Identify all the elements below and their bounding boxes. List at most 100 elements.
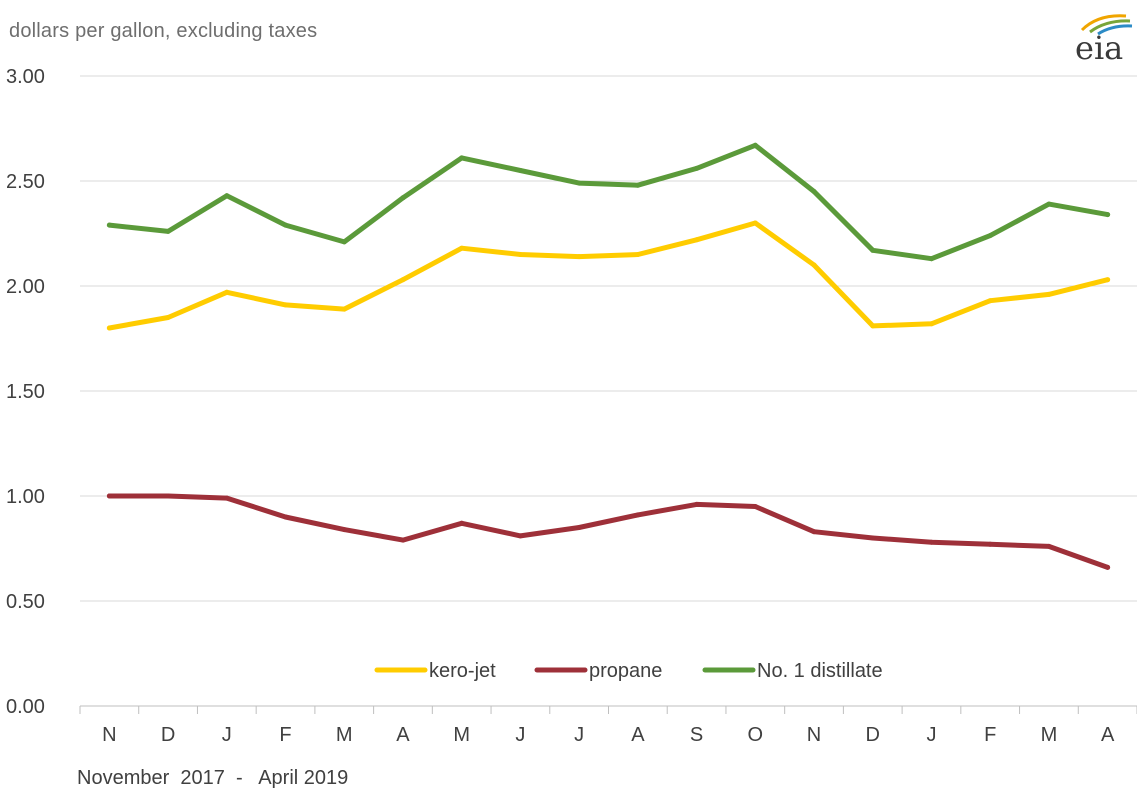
x-tick-label: A <box>631 724 645 746</box>
series-lines <box>106 142 1111 570</box>
data-point-propane <box>283 514 289 520</box>
y-axis-tick-labels: 0.00 0.50 1.00 1.50 2.00 2.50 3.00 <box>6 66 45 718</box>
data-point-kero-jet <box>106 325 112 331</box>
data-point-propane <box>811 529 817 535</box>
data-point-no-1-distillate <box>576 180 582 186</box>
x-axis <box>79 705 1137 714</box>
data-point-propane <box>694 501 700 507</box>
logo-arc-green <box>1089 19 1131 34</box>
series-propane <box>106 493 1111 570</box>
logo-arc-blue <box>1097 24 1133 36</box>
x-tick-label: M <box>453 724 470 746</box>
data-point-propane <box>576 525 582 530</box>
x-tick-label: N <box>102 724 116 746</box>
data-point-no-1-distillate <box>928 256 934 262</box>
data-point-no-1-distillate <box>341 239 347 245</box>
data-point-kero-jet <box>811 262 817 268</box>
data-point-propane <box>928 539 934 545</box>
data-point-kero-jet <box>694 237 700 243</box>
data-point-no-1-distillate <box>165 228 171 234</box>
x-tick-label: D <box>161 724 175 746</box>
y-tick-label: 1.00 <box>6 486 45 508</box>
data-point-no-1-distillate <box>400 195 406 201</box>
data-point-no-1-distillate <box>1046 201 1052 207</box>
x-tick-label: J <box>926 724 936 746</box>
data-point-no-1-distillate <box>694 165 700 171</box>
data-point-propane <box>870 535 876 541</box>
data-point-kero-jet <box>224 289 230 295</box>
data-point-propane <box>635 512 641 518</box>
y-tick-label: 0.00 <box>6 696 45 718</box>
data-point-kero-jet <box>928 321 934 327</box>
y-tick-label: 2.00 <box>6 276 45 298</box>
legend-label: No. 1 distillate <box>757 660 883 682</box>
data-point-kero-jet <box>517 252 523 257</box>
data-point-no-1-distillate <box>224 193 230 199</box>
legend-label: kero-jet <box>429 660 496 682</box>
data-point-no-1-distillate <box>517 168 523 173</box>
series-no-1-distillate <box>106 142 1111 262</box>
series-line-no-1-distillate <box>106 142 1111 262</box>
x-tick-label: M <box>336 724 353 746</box>
data-point-propane <box>1105 564 1111 570</box>
legend: kero-jet propane No. 1 distillate <box>374 660 883 682</box>
data-point-kero-jet <box>635 252 641 257</box>
data-point-propane <box>400 537 406 543</box>
data-point-kero-jet <box>400 277 406 283</box>
data-point-kero-jet <box>341 306 347 312</box>
data-point-kero-jet <box>752 220 758 226</box>
data-point-no-1-distillate <box>459 155 465 161</box>
x-tick-label: J <box>574 724 584 746</box>
data-point-propane <box>341 527 347 533</box>
data-point-no-1-distillate <box>283 222 289 228</box>
x-tick-label: S <box>690 724 703 746</box>
data-point-kero-jet <box>576 254 582 260</box>
x-tick-label: N <box>807 724 821 746</box>
data-point-no-1-distillate <box>987 233 993 239</box>
data-point-no-1-distillate <box>870 247 876 253</box>
data-point-propane <box>459 520 465 526</box>
data-point-kero-jet <box>987 298 993 304</box>
date-range-label: November 2017 - April 2019 <box>77 767 349 789</box>
series-line-kero-jet <box>106 220 1111 331</box>
data-point-kero-jet <box>283 302 289 308</box>
eia-logo-text: eia <box>1075 29 1123 67</box>
x-tick-label: F <box>984 724 996 746</box>
y-tick-label: 2.50 <box>6 171 45 193</box>
y-axis-unit-label: dollars per gallon, excluding taxes <box>9 20 318 42</box>
data-point-propane <box>224 495 230 501</box>
data-point-kero-jet <box>1046 291 1052 297</box>
data-point-propane <box>1046 543 1052 549</box>
x-tick-label: D <box>866 724 880 746</box>
data-point-kero-jet <box>1105 277 1111 283</box>
x-tick-label: A <box>1101 724 1115 746</box>
data-point-propane <box>106 493 112 499</box>
data-point-propane <box>987 541 993 547</box>
x-tick-label: J <box>515 724 525 746</box>
data-point-no-1-distillate <box>106 222 112 228</box>
data-point-no-1-distillate <box>1105 212 1111 218</box>
logo-arc-orange <box>1080 14 1127 32</box>
eia-logo: eia <box>1075 14 1133 67</box>
data-point-no-1-distillate <box>752 142 758 148</box>
gridlines <box>80 75 1137 602</box>
data-point-propane <box>165 493 171 499</box>
data-point-no-1-distillate <box>811 189 817 194</box>
x-tick-label: M <box>1041 724 1058 746</box>
x-tick-label: A <box>396 724 410 746</box>
legend-label: propane <box>589 660 662 682</box>
y-tick-label: 1.50 <box>6 381 45 403</box>
x-tick-label: J <box>222 724 232 746</box>
data-point-kero-jet <box>870 323 876 329</box>
y-tick-label: 0.50 <box>6 591 45 613</box>
data-point-kero-jet <box>165 315 171 320</box>
data-point-no-1-distillate <box>635 182 641 188</box>
series-kero-jet <box>106 220 1111 331</box>
y-tick-label: 3.00 <box>6 66 45 88</box>
data-point-kero-jet <box>459 245 465 251</box>
series-line-propane <box>106 493 1111 570</box>
data-point-propane <box>517 533 523 539</box>
x-tick-label: O <box>748 724 764 746</box>
